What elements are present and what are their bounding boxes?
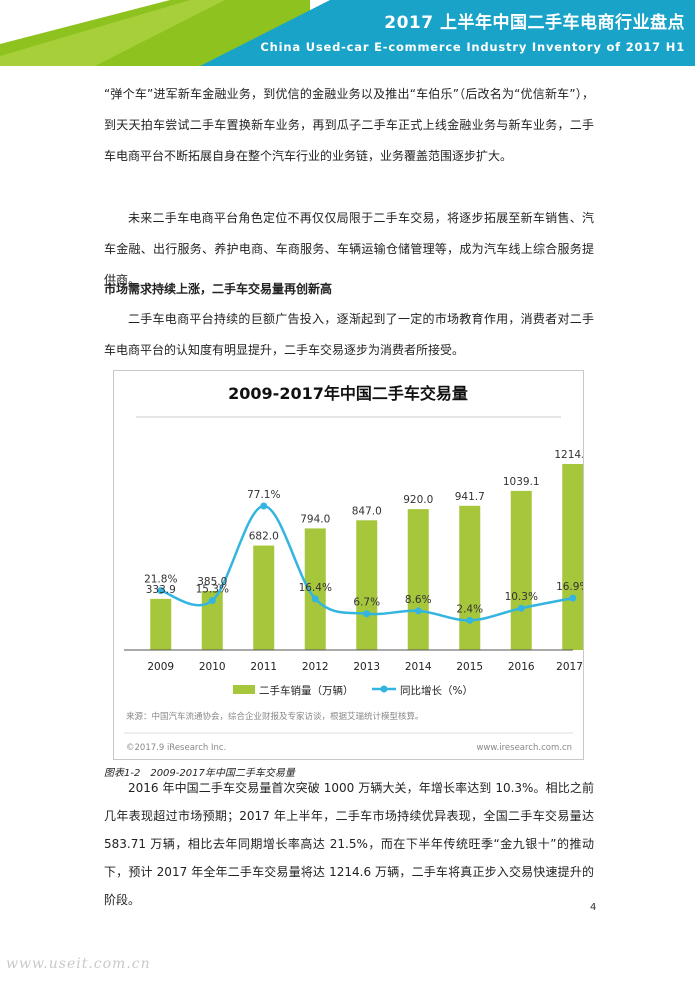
bar-2016	[510, 490, 532, 650]
bar-label-2015: 941.7	[455, 491, 485, 503]
growth-label-2012: 16.4%	[299, 582, 332, 594]
bar-2012	[304, 528, 326, 650]
growth-point-2017e	[569, 594, 577, 602]
bar-2010	[201, 591, 223, 650]
bar-2013	[356, 520, 378, 650]
bar-label-2013: 847.0	[352, 505, 382, 517]
growth-label-2009: 21.8%	[144, 574, 177, 586]
chart-svg: 2009-2017年中国二手车交易量 333.9 385.0 682.0 794.0 8…	[124, 384, 583, 753]
bar-2017e	[562, 464, 583, 650]
paragraph-1: “弹个车”进军新车金融业务，到优信的金融业务以及推出“车伯乐”（后改名为“优信新…	[104, 87, 594, 163]
growth-point-2014	[414, 607, 422, 615]
chart-source: 来源：中国汽车流通协会，综合企业财报及专家访谈，根据艾瑞统计模型核算。	[126, 711, 424, 722]
section-heading: 市场需求持续上涨，二手车交易量再创新高	[104, 282, 333, 296]
bar-label-2009: 333.9	[146, 584, 176, 596]
growth-label-2015: 2.4%	[456, 603, 483, 615]
growth-label-2011: 77.1%	[247, 489, 280, 501]
growth-point-2010	[208, 597, 216, 605]
chart-title: 2009-2017年中国二手车交易量	[228, 384, 468, 403]
bar-2009	[150, 598, 172, 650]
legend-line-label: 同比增长（%）	[400, 684, 473, 697]
x-tick-2012: 2012	[302, 661, 329, 673]
x-tick-2016: 2016	[508, 661, 535, 673]
paragraph-2: 未来二手车电商平台角色定位不再仅仅局限于二手车交易，将逐步拓展至新车销售、汽车金…	[104, 211, 594, 287]
x-tick-2010: 2010	[199, 661, 226, 673]
bar-2011	[253, 545, 275, 650]
chart-website: www.iresearch.com.cn	[476, 743, 572, 753]
legend-line-marker	[380, 685, 388, 693]
growth-point-2013	[363, 610, 371, 618]
growth-line	[160, 504, 573, 622]
bar-label-2012: 794.0	[300, 513, 330, 525]
bar-label-2011: 682.0	[249, 531, 279, 543]
growth-label-2010: 15.3%	[196, 584, 229, 596]
growth-label-2016: 10.3%	[505, 591, 538, 603]
page-number: 4	[590, 902, 597, 913]
x-tick-2013: 2013	[353, 661, 380, 673]
bar-2015	[459, 505, 481, 650]
header-subtitle: China Used-car E-commerce Industry Inven…	[260, 40, 685, 54]
chart-copyright: ©2017.9 iResearch Inc.	[126, 743, 226, 753]
figure-caption: 图表1-2 2009-2017年中国二手车交易量	[104, 768, 295, 779]
bar-label-2014: 920.0	[403, 494, 433, 506]
bar-label-2010: 385.0	[197, 576, 227, 588]
growth-point-2009	[157, 587, 165, 595]
header-banner	[0, 0, 695, 66]
growth-label-2013: 6.7%	[353, 597, 380, 609]
growth-label-2014: 8.6%	[405, 594, 432, 606]
x-tick-2015: 2015	[456, 661, 483, 673]
growth-point-2012	[311, 595, 319, 603]
bar-2014	[407, 509, 429, 650]
x-tick-2011: 2011	[250, 661, 277, 673]
x-tick-2014: 2014	[405, 661, 432, 673]
paragraph-4: 2016 年中国二手车交易量首次突破 1000 万辆大关，年增长率达到 10.3…	[104, 781, 594, 907]
bar-label-2017e: 1214.6	[554, 449, 583, 461]
x-tick-2017e: 2017e	[556, 661, 583, 673]
growth-point-2016	[517, 604, 525, 612]
growth-label-2017e: 16.9%	[556, 581, 583, 593]
x-tick-2009: 2009	[147, 661, 174, 673]
header-title: 2017 上半年中国二手车电商行业盘点	[384, 13, 685, 33]
paragraph-3: 二手车电商平台持续的巨额广告投入，逐渐起到了一定的市场教育作用，消费者对二手车电…	[104, 312, 594, 357]
chart-container: 2009-2017年中国二手车交易量 333.9 385.0 682.0 794.0 8…	[113, 370, 584, 760]
bar-label-2016: 1039.1	[503, 476, 540, 488]
legend-bar-swatch	[233, 685, 255, 694]
growth-point-2011	[260, 502, 268, 510]
watermark: www.useit.com.cn	[6, 956, 151, 972]
legend-bar-label: 二手车销量（万辆）	[259, 684, 354, 697]
growth-point-2015	[466, 616, 474, 624]
